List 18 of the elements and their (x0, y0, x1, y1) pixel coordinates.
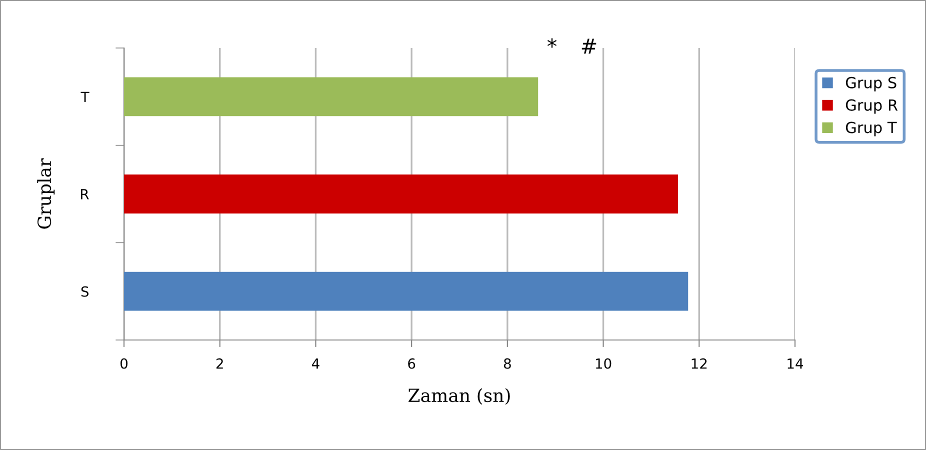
y-tick-label: S (81, 286, 89, 297)
x-tick-label: 2 (216, 358, 223, 369)
x-tick-label: 6 (408, 358, 416, 369)
text: * (547, 38, 557, 48)
y-tick-label: T (80, 92, 90, 102)
y-tick-label: R (80, 189, 89, 200)
legend-label: Grup T (846, 122, 897, 136)
x-tick-label: 4 (312, 358, 320, 369)
legend-label: Grup S (846, 76, 896, 92)
x-tick-label: 10 (596, 358, 612, 369)
annotation: # (582, 38, 596, 54)
x-tick-label: 0 (120, 358, 128, 369)
x-tick-label: 12 (692, 358, 707, 369)
y-axis-title: Gruplar (37, 158, 55, 229)
x-axis-title: Zaman (sn) (408, 388, 510, 405)
legend-label: Grup R (846, 99, 898, 114)
x-tick-label: 14 (788, 358, 804, 369)
x-tick-label: 8 (504, 358, 511, 369)
